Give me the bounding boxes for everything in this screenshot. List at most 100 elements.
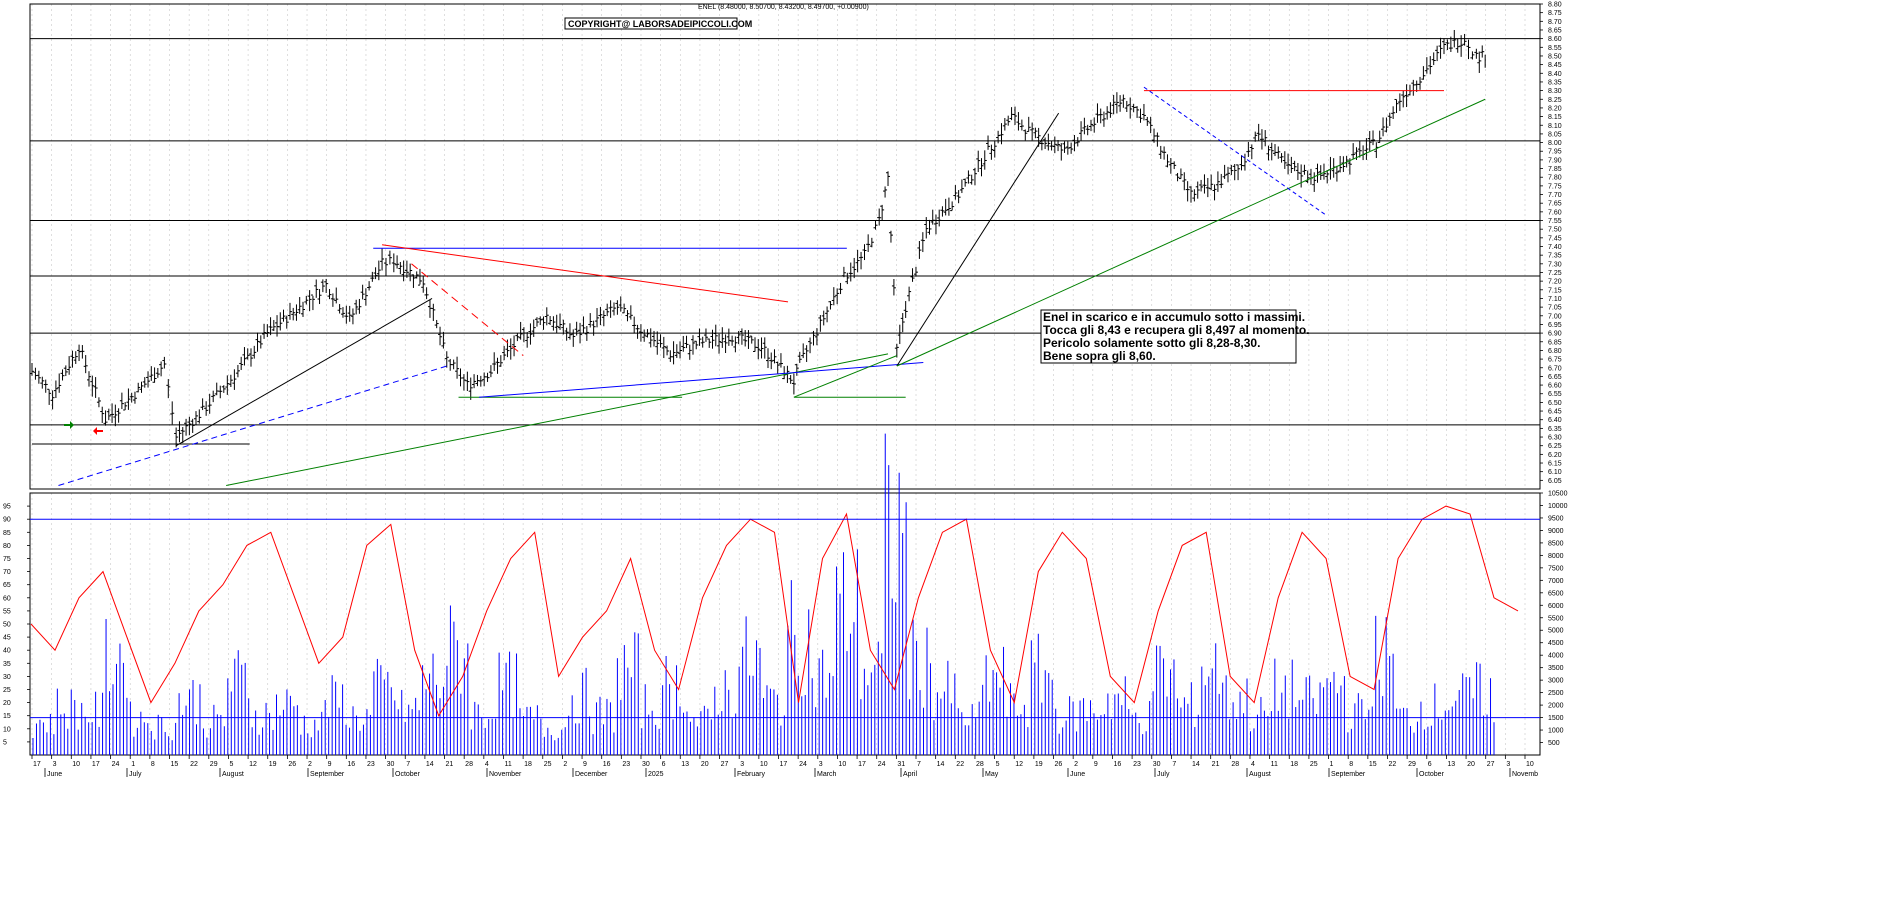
price-bar <box>538 316 543 326</box>
price-bar <box>999 123 1004 145</box>
price-bar <box>743 330 748 347</box>
price-bar <box>1364 138 1369 160</box>
price-bar <box>1039 139 1044 151</box>
price-bar <box>880 204 885 221</box>
osc-tick-label: 20 <box>3 700 11 707</box>
osc-tick-label: 90 <box>3 517 11 524</box>
price-bar <box>622 303 627 314</box>
price-bar <box>544 307 549 326</box>
price-tick-label: 7.15 <box>1548 287 1562 294</box>
price-bar <box>149 366 154 381</box>
oscillator-line <box>30 505 1519 717</box>
price-bar <box>1075 137 1080 147</box>
price-bar <box>1276 146 1281 159</box>
price-bar <box>1334 165 1339 182</box>
price-bar <box>1325 169 1330 184</box>
price-bar <box>625 310 630 322</box>
annotation-line-2: Tocca gli 8,43 e recupera gli 8,497 al m… <box>1043 323 1310 337</box>
price-bar <box>930 209 935 225</box>
price-bar <box>350 308 355 325</box>
volume-tick-label: 8000 <box>1548 553 1564 560</box>
price-bar <box>723 334 728 354</box>
price-bar <box>972 167 977 186</box>
price-tick-label: 7.30 <box>1548 261 1562 268</box>
price-tick-label: 6.30 <box>1548 435 1562 442</box>
price-bar <box>347 305 352 322</box>
date-tick-label: 10 <box>1526 761 1534 768</box>
price-bar <box>1315 163 1320 183</box>
date-tick-label: 28 <box>1231 761 1239 768</box>
price-bar <box>1421 66 1426 80</box>
price-bar <box>943 198 948 216</box>
price-bar <box>913 266 918 277</box>
price-bar <box>707 338 712 348</box>
volume-tick-label: 2000 <box>1548 703 1564 710</box>
price-bar <box>1222 164 1227 179</box>
price-bar <box>869 237 874 248</box>
price-tick-label: 6.70 <box>1548 365 1562 372</box>
price-bar <box>340 307 345 318</box>
price-bar <box>591 320 596 336</box>
price-tick-label: 8.15 <box>1548 114 1562 121</box>
price-bar <box>655 331 660 355</box>
price-bar <box>327 289 332 300</box>
downtrend-line-blue-dashed <box>1143 86 1327 216</box>
price-bar <box>720 327 725 348</box>
price-bar <box>835 288 840 305</box>
price-bar <box>645 329 650 338</box>
price-bar <box>1338 155 1343 173</box>
date-tick-label: 11 <box>1271 761 1278 768</box>
price-bar <box>287 302 292 320</box>
price-bar <box>380 248 385 271</box>
volume-tick-label: 8500 <box>1548 540 1564 547</box>
price-bar <box>841 266 846 278</box>
volume-tick-label: 6000 <box>1548 603 1564 610</box>
price-bar <box>235 364 240 378</box>
price-bar <box>424 287 429 300</box>
month-label: December <box>575 771 608 778</box>
price-bar <box>155 367 160 378</box>
month-label: October <box>1419 771 1445 778</box>
price-bar <box>1441 38 1446 55</box>
price-tick-label: 7.55 <box>1548 218 1562 225</box>
price-bar <box>408 263 413 282</box>
price-tick-label: 7.20 <box>1548 279 1562 286</box>
price-bar <box>1135 106 1140 118</box>
price-bar <box>1236 164 1241 181</box>
date-tick-label: 29 <box>1408 761 1416 768</box>
price-bar <box>1371 130 1376 146</box>
price-bar <box>1286 153 1291 175</box>
date-tick-label: 20 <box>701 761 709 768</box>
price-tick-label: 6.40 <box>1548 417 1562 424</box>
price-bar <box>950 201 955 212</box>
price-bar <box>1351 143 1356 160</box>
price-bar <box>60 369 65 381</box>
date-tick-label: 20 <box>1467 761 1475 768</box>
price-bar <box>1049 140 1054 151</box>
price-bar <box>218 385 223 399</box>
price-bar <box>197 409 202 424</box>
price-bar <box>814 328 819 346</box>
price-bar <box>801 343 806 359</box>
price-bar <box>387 250 392 265</box>
date-tick-label: 7 <box>1172 761 1176 768</box>
price-bar <box>472 374 477 389</box>
price-bar <box>1082 117 1087 135</box>
price-tick-label: 7.85 <box>1548 166 1562 173</box>
price-bar <box>1138 108 1143 123</box>
price-bar <box>278 312 283 331</box>
price-bar <box>1438 37 1443 59</box>
price-bar <box>1418 76 1423 90</box>
price-bar <box>1118 95 1123 112</box>
price-bar <box>1246 141 1251 157</box>
price-tick-label: 8.55 <box>1548 45 1562 52</box>
price-bar <box>367 281 372 291</box>
osc-tick-label: 15 <box>3 713 11 720</box>
price-bar <box>1148 116 1153 134</box>
price-bar <box>40 376 45 389</box>
price-bar <box>788 375 793 384</box>
volume-tick-label: 5500 <box>1548 615 1564 622</box>
price-bar <box>103 410 108 426</box>
osc-tick-label: 30 <box>3 674 11 681</box>
date-tick-label: 16 <box>347 761 355 768</box>
